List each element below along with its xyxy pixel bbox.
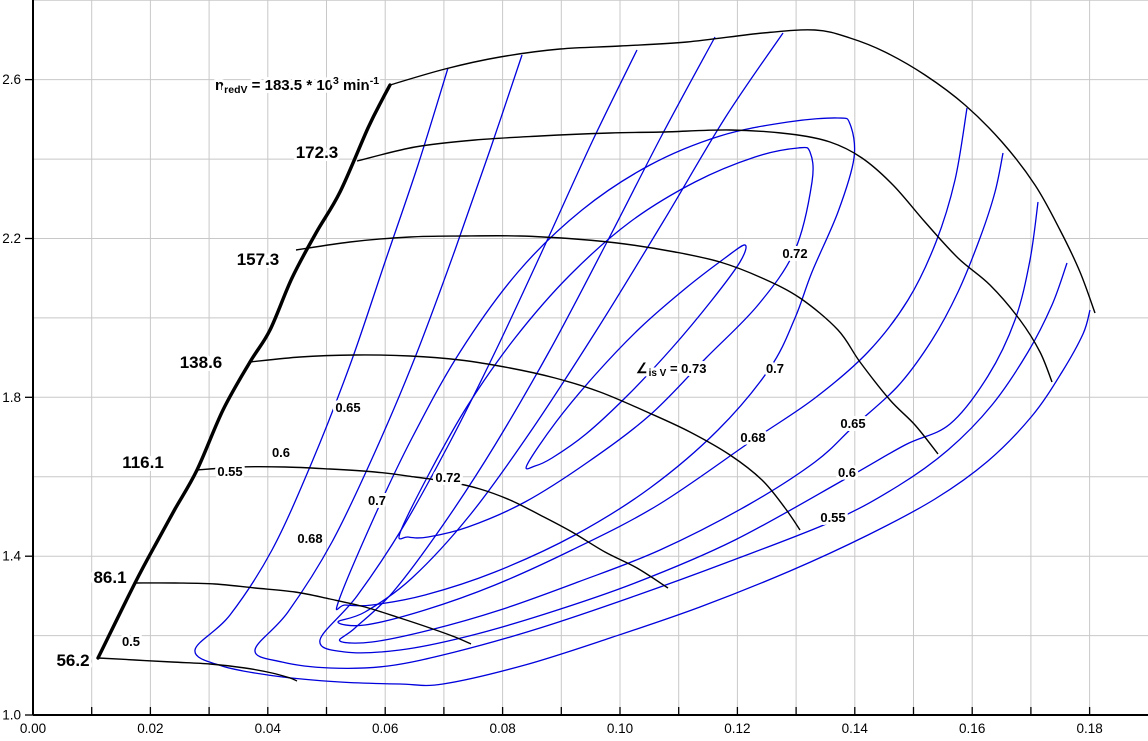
speed-title-annotation: nredV = 183.5 * 103 min-1 [215, 75, 379, 96]
x-tick-label: 0.10 [607, 721, 633, 736]
speed-line-label: 86.1 [93, 568, 126, 587]
grid-lines [33, 0, 1148, 715]
efficiency-label: 0.72 [782, 246, 807, 261]
tick-labels: 0.00 0.02 0.04 0.06 0.08 0.10 0.12 0.14 0.16 0.18… [2, 72, 1103, 736]
x-tick-label: 0.12 [724, 721, 750, 736]
efficiency-label: 0.6 [838, 465, 856, 480]
y-tick-label: 2.6 [2, 72, 21, 87]
efficiency-label: 0.68 [297, 531, 322, 546]
speed-line-138.6 [249, 354, 801, 531]
speed-line-label: 116.1 [122, 453, 164, 472]
efficiency-labels: 0.5 0.55 0.6 0.65 0.68 0.7 0.72 0.72 0.7 0.68 0.65… [119, 243, 869, 652]
y-tick-label: 1.4 [2, 549, 21, 564]
speed-line-172.3 [356, 129, 1053, 383]
speed-line-56.2 [97, 657, 298, 682]
x-tick-label: 0.16 [959, 721, 985, 736]
eta-annotation: ∠is V = 0.73 [636, 360, 706, 379]
axes [32, 0, 1148, 716]
efficiency-label: 0.55 [217, 464, 242, 479]
x-tick-label: 0.00 [20, 721, 46, 736]
y-tick-label: 1.8 [2, 390, 21, 405]
efficiency-label: 0.65 [335, 400, 360, 415]
surge-line [96, 83, 392, 660]
efficiency-contour-0.6 [319, 49, 1039, 654]
speed-line-labels: 172.3 157.3 138.6 116.1 86.1 56.2 [53, 140, 341, 673]
x-tick-label: 0.18 [1076, 721, 1102, 736]
efficiency-label: 0.6 [272, 445, 290, 460]
speed-line-label: 172.3 [296, 143, 339, 162]
efficiency-label: 0.7 [368, 493, 386, 508]
x-tick-label: 0.14 [842, 721, 869, 736]
speed-line-157.3 [295, 235, 939, 455]
efficiency-label: 0.7 [766, 361, 784, 376]
efficiency-label: 0.68 [740, 430, 765, 445]
speed-line-183.5 [389, 29, 1096, 314]
efficiency-contour-0.65 [338, 36, 1004, 644]
efficiency-contour-0.72 [398, 146, 814, 540]
y-tick-label: 1.0 [2, 708, 21, 723]
efficiency-label: 0.72 [435, 470, 460, 485]
efficiency-contours [194, 32, 1091, 687]
efficiency-label: 0.5 [122, 634, 140, 649]
speed-line-label: 138.6 [180, 353, 223, 372]
x-tick-label: 0.02 [137, 721, 163, 736]
axis-ticks [25, 78, 1091, 716]
speed-line-86.1 [134, 582, 472, 645]
speed-line-label: 56.2 [56, 651, 89, 670]
efficiency-contour-0.5 [194, 67, 1091, 687]
y-tick-label: 2.2 [2, 231, 21, 246]
x-tick-label: 0.04 [255, 721, 282, 736]
efficiency-contour-0.55 [254, 54, 1068, 670]
efficiency-contour-0.73 [525, 244, 747, 470]
speed-lines [97, 29, 1096, 682]
efficiency-label: 0.55 [820, 510, 845, 525]
efficiency-label: 0.65 [840, 416, 865, 431]
speed-line-116.1 [196, 466, 669, 589]
x-tick-label: 0.08 [489, 721, 515, 736]
x-tick-label: 0.06 [372, 721, 398, 736]
efficiency-contour-0.68 [337, 32, 968, 627]
speed-line-label: 157.3 [237, 250, 280, 269]
efficiency-contour-0.7 [335, 117, 856, 611]
